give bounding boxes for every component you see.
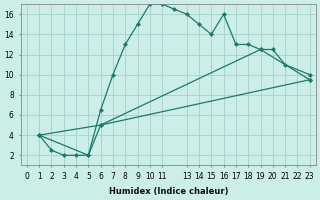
X-axis label: Humidex (Indice chaleur): Humidex (Indice chaleur) bbox=[108, 187, 228, 196]
